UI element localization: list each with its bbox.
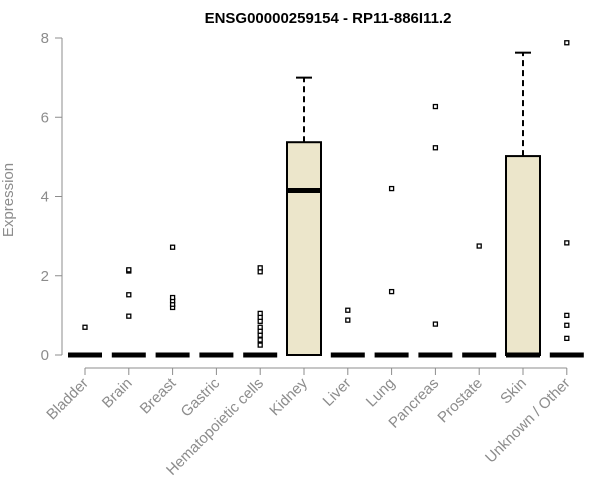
y-tick-label: 4 [41, 189, 49, 206]
boxes-layer [68, 40, 584, 358]
box-group [111, 267, 146, 358]
x-tick-label: Lung [363, 375, 399, 411]
outlier-point [432, 321, 439, 327]
outlier-point [257, 337, 263, 343]
outlier-point [257, 265, 263, 271]
box-group [243, 265, 278, 358]
outlier-point [432, 103, 439, 110]
outlier-point [476, 243, 482, 249]
chart-title: ENSG00000259154 - RP11-886I11.2 [205, 10, 452, 27]
outlier-point [169, 294, 176, 301]
outlier-point [432, 145, 439, 151]
outlier-point [564, 240, 570, 246]
outlier-point [257, 342, 263, 348]
outlier-point [169, 244, 176, 250]
box-group [374, 185, 409, 358]
box-group [505, 51, 541, 358]
box-group [462, 243, 497, 358]
x-tick-label: Prostate [434, 375, 486, 427]
x-tick-label: Brain [99, 375, 136, 412]
x-tick-label: Kidney [266, 374, 311, 419]
outlier-point [257, 310, 263, 317]
x-tick-label: Breast [137, 374, 180, 417]
outlier-point [345, 307, 351, 313]
outlier-point [82, 324, 88, 330]
outlier-point [257, 324, 263, 330]
y-tick-label: 0 [41, 347, 49, 364]
y-axis: 0 2 4 6 8 [41, 30, 63, 364]
outlier-point [564, 322, 570, 328]
y-tick-label: 8 [41, 30, 49, 47]
outlier-point [388, 185, 395, 192]
outlier-point [126, 292, 132, 298]
outlier-point [564, 312, 570, 319]
box [286, 141, 322, 356]
x-tick-label: Liver [320, 375, 355, 410]
y-tick-label: 2 [41, 268, 49, 285]
outlier-point [564, 335, 570, 342]
y-axis-label: Expression [0, 163, 17, 237]
outlier-point [345, 317, 351, 323]
box [505, 155, 541, 356]
box-group [330, 307, 365, 358]
outlier-point [126, 267, 132, 273]
x-tick-label: Bladder [43, 375, 92, 424]
box-group [418, 103, 453, 358]
outlier-point [564, 40, 570, 46]
x-tick-label: Skin [497, 375, 530, 408]
outlier-point [388, 288, 395, 295]
box-group [286, 76, 322, 356]
box-group [549, 40, 584, 358]
box-group [68, 324, 102, 358]
y-tick-label: 6 [41, 109, 49, 126]
box-group [155, 244, 190, 358]
outlier-point [126, 313, 132, 319]
